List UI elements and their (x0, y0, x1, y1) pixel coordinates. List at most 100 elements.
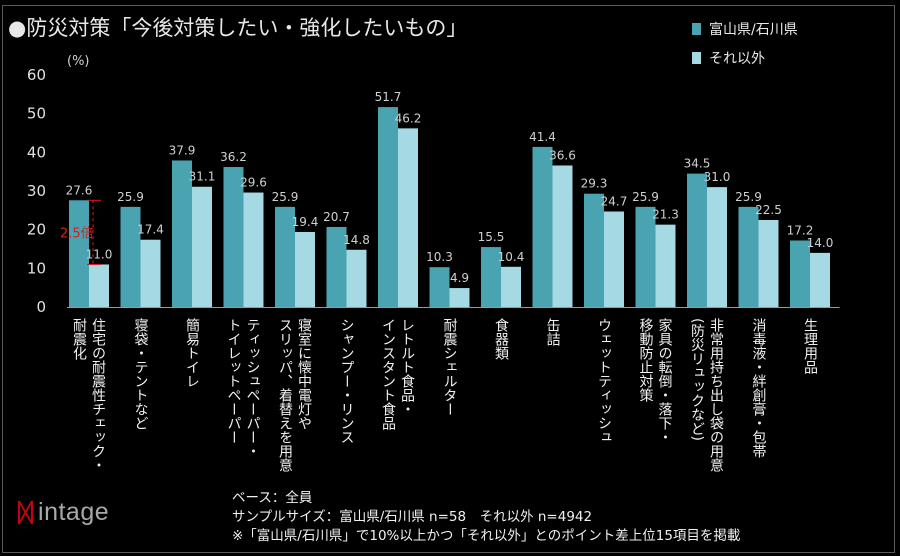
bar-series-2 (810, 252, 830, 307)
legend-item-series-1: 富山県/石川県 (692, 14, 798, 43)
chart-frame (2, 5, 895, 553)
bar-series-1 (69, 200, 89, 307)
footnotes: ベース：全員 サンプルサイズ：富山県/石川県 n=58 それ以外 n=4942 … (232, 489, 740, 546)
bar-series-2 (140, 239, 161, 307)
bar-series-2 (501, 266, 521, 307)
category-label: 耐震化 (71, 318, 87, 361)
data-label-series-2: 31.0 (704, 170, 731, 184)
bar-series-2 (552, 165, 573, 307)
category-label: インスタント食品 (380, 318, 396, 430)
category-label: 寝袋・テントなど (133, 317, 149, 430)
logo-mark: ᛞ (18, 498, 34, 527)
bar-series-1 (223, 167, 244, 307)
note-selection: ※「富山県/石川県」で10%以上かつ「それ以外」とのポイント差上位15項目を掲載 (232, 528, 741, 544)
data-label-series-2: 36.6 (549, 148, 576, 162)
y-axis-unit: (%) (67, 54, 90, 69)
category-label: シャンプー・リンス (339, 318, 355, 444)
category-label: スリッパ、着替えを用意 (277, 318, 293, 472)
category-label: 寝室に懐中電灯や (296, 317, 312, 430)
bar-series-2 (707, 187, 727, 307)
bar-series-1 (532, 146, 553, 307)
data-label-series-1: 25.9 (632, 190, 659, 204)
legend-swatch-series-1 (692, 22, 701, 35)
bar-series-2 (449, 288, 470, 307)
bar-series-1 (738, 206, 759, 307)
data-label-series-2: 11.0 (86, 247, 113, 261)
data-label-series-2: 19.4 (292, 215, 319, 229)
note-base: ベース：全員 (232, 490, 313, 506)
y-tick-label: 40 (27, 143, 46, 161)
data-label-series-2: 4.9 (450, 271, 469, 285)
annotation-label: 2.5倍 (60, 226, 94, 241)
data-label-series-2: 17.4 (137, 223, 164, 237)
category-label: 食器類 (493, 317, 509, 360)
category-label: 家具の転倒・落下・ (657, 317, 673, 444)
data-label-series-1: 51.7 (375, 90, 402, 104)
data-label-series-1: 20.7 (323, 210, 350, 224)
legend-label-series-1: 富山県/石川県 (709, 21, 798, 38)
bar-series-2 (604, 211, 624, 307)
data-label-series-1: 34.5 (684, 157, 711, 171)
category-label: ティッシュペーパー・ (245, 318, 261, 458)
bar-series-1 (378, 107, 398, 308)
y-tick-label: 30 (27, 182, 46, 200)
data-label-series-1: 27.6 (66, 183, 93, 197)
data-label-series-1: 37.9 (169, 143, 196, 157)
bar-series-1 (635, 206, 656, 307)
chart-title: ●防災対策「今後対策したい・強化したいもの」 (8, 16, 468, 40)
y-tick-label: 20 (27, 221, 46, 239)
data-label-series-2: 14.8 (343, 233, 370, 247)
legend-label-series-2: それ以外 (709, 50, 765, 67)
bar-series-1 (275, 206, 295, 307)
category-label: ウェットティッシュ (596, 318, 612, 444)
legend: 富山県/石川県 それ以外 (692, 14, 798, 72)
y-tick-label: 0 (36, 298, 46, 316)
data-label-series-1: 25.9 (735, 190, 762, 204)
category-label: (防災リュックなど) (689, 318, 705, 441)
data-label-series-1: 41.4 (529, 130, 556, 144)
bar-series-2 (295, 231, 315, 307)
category-label: 移動防止対策 (638, 318, 654, 402)
bar-series-2 (346, 249, 367, 307)
bar-series-2 (758, 220, 779, 307)
category-label: 生理用品 (802, 318, 818, 374)
bar-series-1 (326, 226, 347, 307)
data-label-series-1: 25.9 (272, 190, 299, 204)
category-label: 耐震シェルター (442, 318, 458, 416)
category-label: 缶詰 (545, 318, 561, 346)
note-sample-size: サンプルサイズ：富山県/石川県 n=58 それ以外 n=4942 (232, 509, 593, 525)
data-label-series-1: 29.3 (581, 177, 608, 191)
bar-series-1 (481, 247, 501, 307)
category-label: 消毒液・絆創膏・包帯 (751, 318, 767, 458)
data-label-series-2: 22.5 (755, 203, 782, 217)
category-label: 非常用持ち出し袋の用意 (708, 318, 724, 472)
intage-logo: ᛞ intage (18, 498, 109, 527)
data-label-series-2: 21.3 (652, 208, 679, 222)
y-tick-label: 10 (27, 259, 46, 277)
category-label: レトルト食品・ (399, 318, 415, 416)
category-label: トイレットペーパー (226, 318, 242, 444)
logo-wordmark: intage (38, 498, 110, 526)
bar-series-1 (120, 206, 141, 307)
bar-series-1 (429, 267, 450, 307)
data-label-series-2: 46.2 (395, 111, 422, 125)
bar-series-1 (172, 160, 192, 307)
category-label: 住宅の耐震性チェック・ (90, 318, 106, 472)
legend-swatch-series-2 (692, 51, 701, 64)
bar-series-1 (790, 240, 810, 307)
y-tick-label: 50 (27, 105, 46, 123)
bar-series-2 (192, 186, 212, 307)
bar-series-2 (243, 192, 264, 307)
legend-item-series-2: それ以外 (692, 43, 798, 72)
bar-series-2 (398, 128, 418, 307)
data-label-series-1: 17.2 (787, 223, 814, 237)
data-label-series-1: 36.2 (220, 150, 247, 164)
data-label-series-2: 29.6 (240, 176, 267, 190)
data-label-series-1: 25.9 (117, 190, 144, 204)
bar-series-2 (655, 224, 676, 307)
bar-series-2 (89, 264, 109, 307)
bar-series-1 (687, 173, 707, 307)
y-tick-label: 60 (27, 66, 46, 84)
data-label-series-1: 10.3 (426, 250, 453, 264)
